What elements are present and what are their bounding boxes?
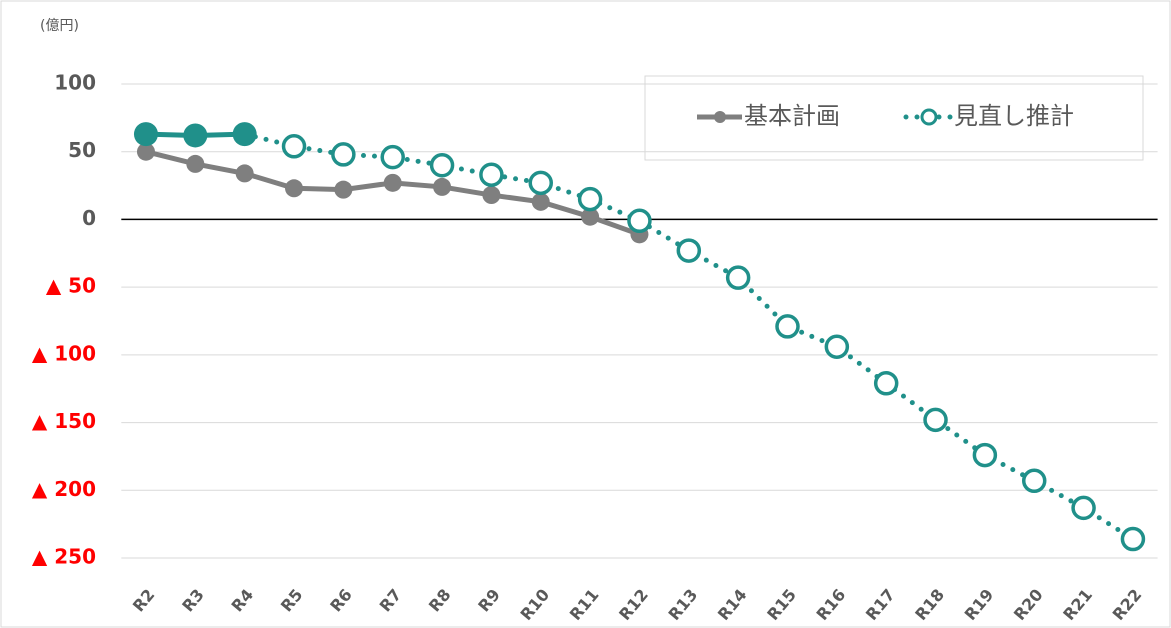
point [482,186,501,205]
y-tick-label: ▲ 250 [32,545,96,569]
y-tick-label: 0 [82,206,96,230]
point-hollow [331,142,356,167]
point [531,192,550,211]
y-tick-label: 50 [68,138,96,162]
point [235,164,254,183]
point-hollow [725,265,751,290]
point-filled [232,122,257,147]
y-tick-label: ▲ 50 [46,274,96,298]
point [334,180,353,199]
point-hollow [528,170,554,196]
point-filled [133,122,158,147]
point-hollow [577,186,603,212]
point-hollow [824,334,850,359]
point-hollow [873,371,899,396]
point [433,177,452,196]
legend-label: 見直し推計 [954,102,1074,130]
point [285,179,304,198]
point-hollow [923,407,948,433]
y-tick-label: 100 [54,71,96,95]
point-hollow [1120,526,1146,552]
point [383,173,402,192]
unit-label: (億円) [40,18,79,34]
legend-label: 基本計画 [744,102,840,130]
point-hollow [972,442,998,468]
y-tick-label: ▲ 150 [32,409,96,433]
y-tick-label: ▲ 100 [32,341,96,365]
point [186,154,205,173]
point-hollow [676,238,702,263]
y-tick-label: ▲ 200 [32,477,96,501]
legend-swatch [714,111,726,123]
legend-swatch [920,108,938,126]
point-filled [183,123,208,148]
point-hollow [479,162,504,187]
point-hollow [1071,495,1096,521]
point [581,207,600,226]
point-hollow [380,144,405,170]
point-hollow [1021,468,1047,494]
point-hollow [429,153,455,178]
point-hollow [281,134,307,159]
point-hollow [775,314,800,339]
point [136,142,155,161]
point-hollow [627,208,652,234]
